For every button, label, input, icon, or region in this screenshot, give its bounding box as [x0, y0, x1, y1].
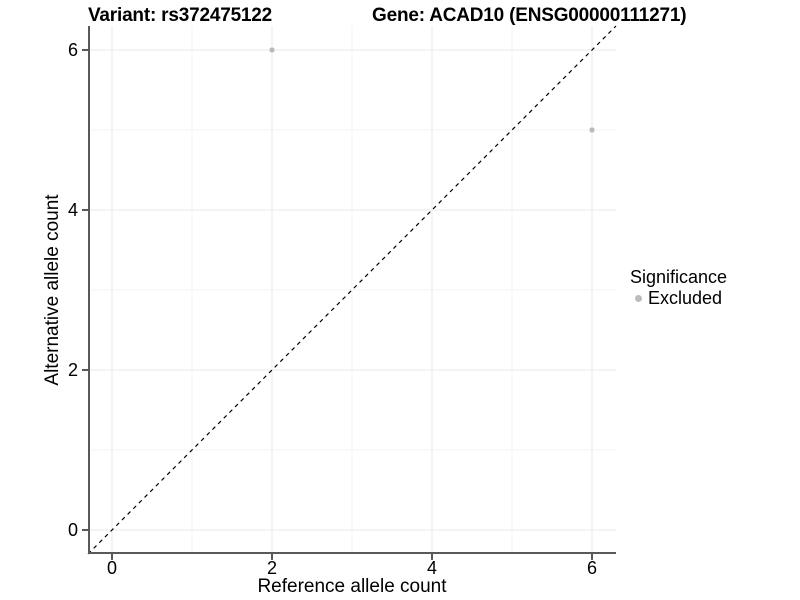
data-point: [589, 127, 595, 133]
x-tick-label: 0: [106, 558, 117, 578]
y-tick-label: 6: [67, 40, 78, 60]
legend-point-icon: [635, 295, 642, 302]
plot-canvas: [82, 25, 617, 560]
plot-panel: [82, 25, 617, 560]
x-tick-label: 6: [586, 558, 597, 578]
data-point: [269, 47, 275, 53]
y-tick-label: 4: [67, 200, 78, 220]
y-axis-title: Alternative allele count: [42, 194, 63, 386]
legend-title: Significance: [630, 267, 728, 287]
plot-title-gene: Gene: ACAD10 (ENSG00000111271): [372, 5, 687, 26]
x-tick-label: 2: [266, 558, 277, 578]
legend: Significance Excluded: [630, 268, 727, 308]
legend-item-excluded: Excluded: [630, 289, 727, 308]
plot-title-variant: Variant: rs372475122: [88, 5, 273, 26]
x-tick-label: 4: [426, 558, 437, 578]
y-tick-label: 0: [67, 520, 78, 540]
x-axis-title: Reference allele count: [257, 576, 447, 597]
y-tick-label: 2: [67, 360, 78, 380]
legend-item-label: Excluded: [648, 288, 723, 308]
